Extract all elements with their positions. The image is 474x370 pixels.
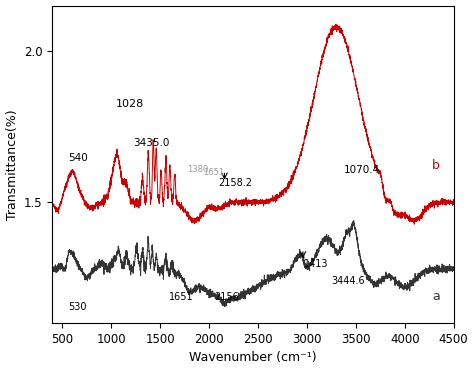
Text: 1651: 1651: [169, 292, 193, 303]
X-axis label: Wavenumber (cm⁻¹): Wavenumber (cm⁻¹): [189, 352, 317, 364]
Text: 2158.2: 2158.2: [218, 178, 252, 188]
Text: 1028: 1028: [116, 99, 144, 109]
Text: 2156: 2156: [214, 292, 238, 303]
Y-axis label: Transmittance(%): Transmittance(%): [6, 109, 18, 220]
Text: 1070.4: 1070.4: [344, 165, 380, 175]
Text: 1413: 1413: [304, 259, 329, 269]
Text: 1651: 1651: [203, 168, 224, 177]
Text: 540: 540: [68, 153, 88, 163]
Text: a: a: [432, 290, 440, 303]
Text: b: b: [432, 159, 440, 172]
Text: 1380: 1380: [188, 165, 209, 174]
Text: 3444.6: 3444.6: [331, 276, 365, 286]
Text: 530: 530: [68, 302, 87, 312]
Text: 3435.0: 3435.0: [133, 138, 169, 148]
